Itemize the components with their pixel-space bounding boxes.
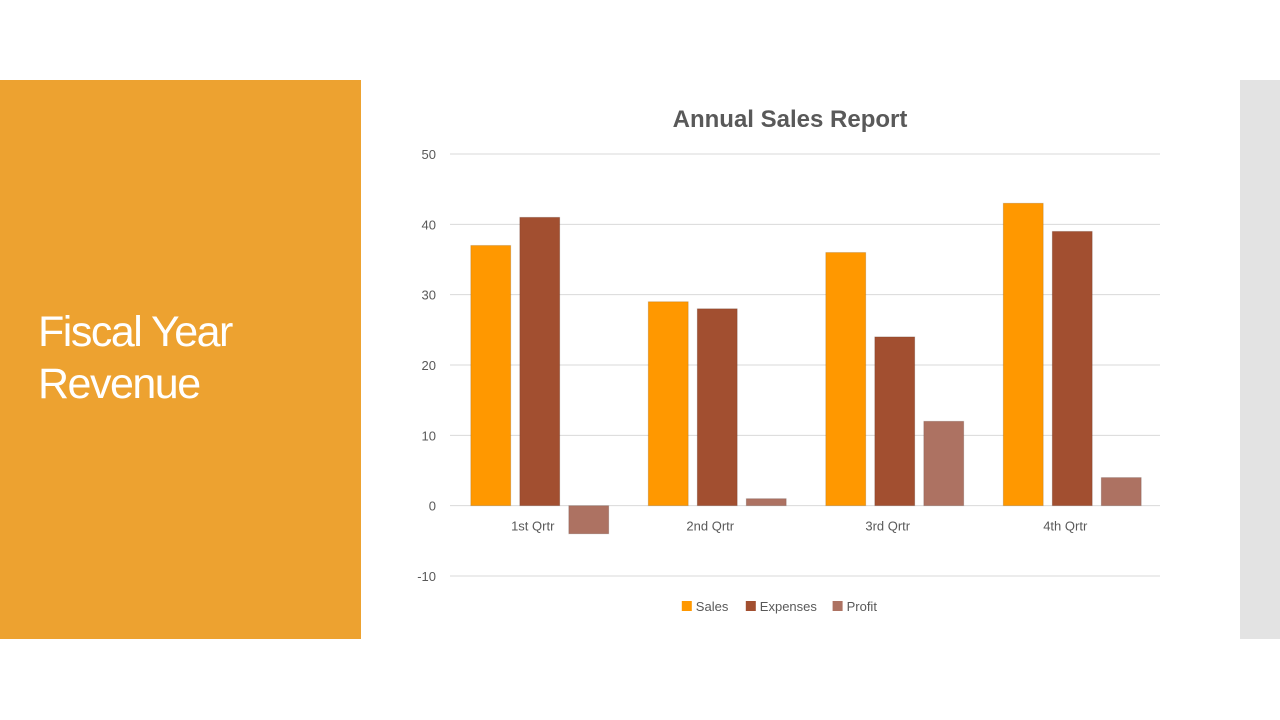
legend-label-profit: Profit	[847, 599, 878, 614]
legend-swatch-sales	[681, 601, 692, 611]
bar-sales-1	[470, 244, 512, 507]
y-tick-label: 50	[422, 147, 436, 162]
title-panel	[0, 80, 361, 639]
bar-expenses-2	[696, 308, 738, 507]
slide-title-line-2: Revenue	[38, 360, 201, 408]
legend-label-sales: Sales	[696, 599, 729, 614]
bar-expenses-1	[519, 216, 561, 507]
bar-sales-2	[647, 301, 689, 507]
legend-label-expenses: Expenses	[760, 599, 818, 614]
bar-sales-3	[825, 251, 867, 507]
y-tick-label: 10	[422, 428, 436, 443]
legend: Sales Expenses Profit	[681, 599, 878, 614]
bar-profit-1	[568, 505, 610, 535]
chart-title: Annual Sales Report	[673, 106, 908, 133]
bar-profit-4	[1100, 477, 1142, 507]
y-tick-label: 40	[422, 217, 436, 232]
x-tick-label: 2nd Qrtr	[686, 519, 734, 534]
bar-sales-4	[1002, 202, 1044, 507]
bar-expenses-3	[874, 336, 916, 507]
x-axis-ticks: 1st Qrtr 2nd Qrtr 3rd Qrtr 4th Qrtr	[511, 519, 1088, 534]
slide-title-line-1: Fiscal Year	[38, 308, 233, 356]
legend-swatch-profit	[832, 601, 843, 611]
bar-expenses-4	[1051, 230, 1093, 507]
y-tick-label: 0	[429, 499, 436, 514]
x-tick-label: 3rd Qrtr	[865, 519, 910, 534]
y-tick-label: 20	[422, 358, 436, 373]
bars	[470, 202, 1142, 535]
y-tick-label: 30	[422, 288, 436, 303]
legend-swatch-expenses	[745, 601, 756, 611]
x-tick-label: 1st Qrtr	[511, 519, 555, 534]
y-tick-label: -10	[417, 569, 436, 584]
y-axis-ticks: 50 40 30 20 10 0 -10	[417, 147, 436, 584]
slide-title: Fiscal Year Revenue	[38, 306, 338, 410]
right-edge-strip	[1240, 80, 1280, 639]
x-tick-label: 4th Qrtr	[1043, 519, 1088, 534]
bar-profit-3	[923, 420, 965, 507]
bar-profit-2	[745, 498, 787, 507]
